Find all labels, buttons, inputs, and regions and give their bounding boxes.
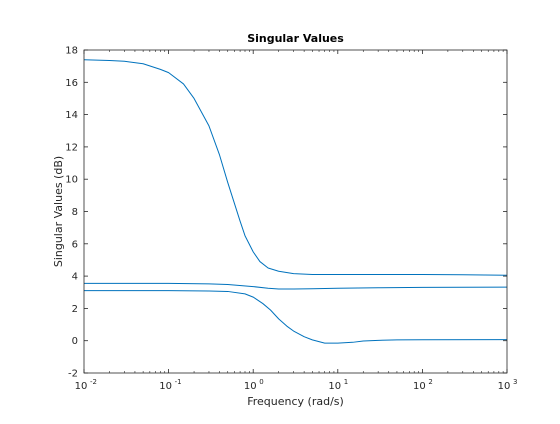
y-tick-label: 0 bbox=[72, 336, 78, 347]
x-tick-label-exponent: 2 bbox=[428, 378, 432, 386]
y-tick-label: 8 bbox=[72, 207, 78, 218]
x-tick-label-base: 10 bbox=[328, 381, 341, 392]
series-line-2 bbox=[84, 282, 508, 290]
x-tick-label: 10 3 bbox=[498, 378, 518, 392]
x-tick-label-exponent: 1 bbox=[344, 378, 348, 386]
x-tick-label-base: 10 bbox=[75, 381, 88, 392]
x-tick-label: 10 2 bbox=[413, 378, 433, 392]
x-tick-label-base: 10 bbox=[413, 381, 426, 392]
x-tick-label-exponent: -1 bbox=[175, 378, 182, 386]
x-tick-label: 10 0 bbox=[244, 378, 264, 392]
plot-frame bbox=[83, 49, 508, 374]
x-tick-label-base: 10 bbox=[498, 381, 511, 392]
y-tick-label: 2 bbox=[72, 304, 78, 315]
y-tick-label: 14 bbox=[65, 110, 78, 121]
chart-title: Singular Values bbox=[247, 32, 344, 45]
x-tick-label-base: 10 bbox=[159, 381, 172, 392]
y-tick-label: 10 bbox=[65, 175, 78, 186]
y-axis-label: Singular Values (dB) bbox=[52, 156, 65, 267]
x-tick-label: 10 -1 bbox=[159, 378, 181, 392]
x-tick-label-exponent: -2 bbox=[90, 378, 97, 386]
y-tick-label: 6 bbox=[72, 239, 78, 250]
series-line-1 bbox=[83, 59, 508, 276]
x-tick-label: 10 -2 bbox=[75, 378, 97, 392]
y-tick-label: 12 bbox=[65, 142, 78, 153]
y-tick-label: 18 bbox=[65, 46, 78, 57]
x-tick-label-exponent: 3 bbox=[513, 378, 517, 386]
x-axis-label: Frequency (rad/s) bbox=[247, 395, 344, 408]
y-tick-label: 16 bbox=[65, 78, 78, 89]
y-tick-label: 4 bbox=[72, 272, 78, 283]
series-line-3 bbox=[84, 290, 508, 344]
x-tick-label-exponent: 0 bbox=[259, 378, 263, 386]
x-tick-label-base: 10 bbox=[244, 381, 257, 392]
y-tick-label: -2 bbox=[68, 369, 78, 380]
series-layer bbox=[83, 59, 508, 344]
x-tick-label: 10 1 bbox=[328, 378, 348, 392]
plot-area bbox=[84, 50, 507, 373]
